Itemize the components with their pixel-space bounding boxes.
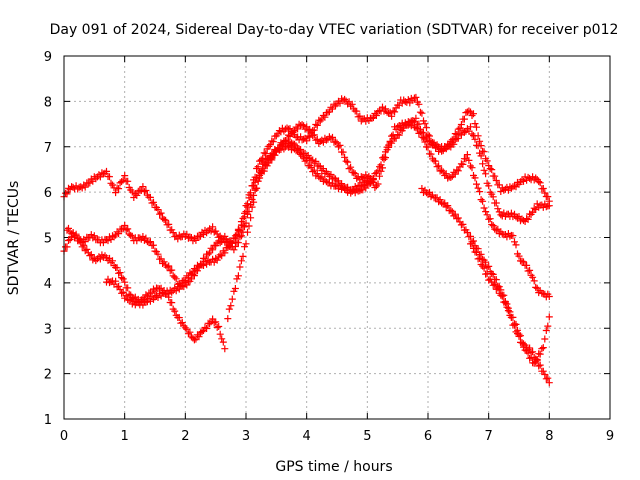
plot-area bbox=[60, 93, 553, 387]
x-tick-label: 4 bbox=[303, 429, 311, 444]
plot-frame bbox=[63, 55, 611, 420]
x-axis-ticks: 0 1 2 3 4 5 6 7 8 9 bbox=[60, 56, 614, 444]
x-tick-label: 6 bbox=[424, 429, 432, 444]
series-trace-3 bbox=[63, 224, 229, 353]
x-tick-label: 8 bbox=[545, 429, 553, 444]
series-markers bbox=[63, 224, 229, 353]
x-tick-label: 3 bbox=[242, 429, 250, 444]
series-trace-7 bbox=[467, 240, 553, 367]
x-tick-label: 2 bbox=[181, 429, 189, 444]
y-tick-label: 2 bbox=[44, 368, 52, 383]
y-tick-label: 8 bbox=[44, 95, 52, 110]
y-axis-ticks: 1 2 3 4 5 6 7 8 9 bbox=[44, 50, 610, 428]
y-tick-label: 7 bbox=[44, 141, 52, 156]
y-tick-label: 6 bbox=[44, 186, 52, 201]
x-tick-label: 7 bbox=[485, 429, 493, 444]
x-tick-label: 1 bbox=[121, 429, 129, 444]
x-tick-label: 5 bbox=[363, 429, 371, 444]
y-axis-label: SDTVAR / TECUs bbox=[6, 181, 22, 296]
y-tick-label: 9 bbox=[44, 50, 52, 65]
series-trace-5 bbox=[224, 118, 553, 323]
y-tick-label: 5 bbox=[44, 232, 52, 247]
x-tick-label: 0 bbox=[60, 429, 68, 444]
series-markers bbox=[224, 118, 553, 323]
y-tick-label: 4 bbox=[44, 277, 52, 292]
x-tick-label: 9 bbox=[606, 429, 614, 444]
y-tick-label: 3 bbox=[44, 322, 52, 337]
series-markers bbox=[467, 240, 553, 367]
x-axis-label: GPS time / hours bbox=[275, 459, 392, 475]
y-tick-label: 1 bbox=[44, 413, 52, 428]
chart-title: Day 091 of 2024, Sidereal Day-to-day VTE… bbox=[50, 22, 619, 38]
